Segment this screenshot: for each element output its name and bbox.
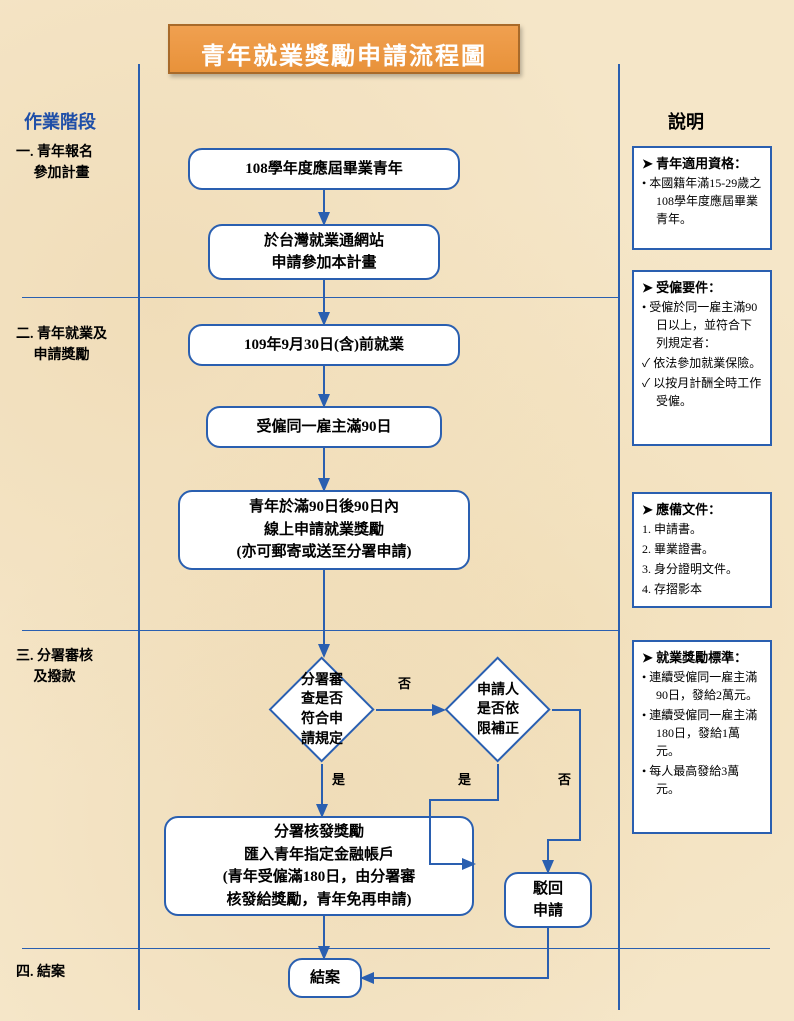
stage-label-3: 四. 結案 — [16, 962, 126, 983]
svg-text:是: 是 — [457, 772, 472, 787]
flow-node-n6: 分署核發獎勵匯入青年指定金融帳戶(青年受僱滿180日，由分署審核發給獎勵，青年免… — [164, 816, 474, 916]
stage-divider-1 — [22, 630, 618, 631]
info-box-0: ➤ 青年適用資格：• 本國籍年滿15-29歲之108學年度應屆畢業青年。 — [632, 146, 772, 250]
left-column-header: 作業階段 — [24, 108, 96, 134]
flow-node-n8: 結案 — [288, 958, 362, 998]
flow-node-n3: 109年9月30日(含)前就業 — [188, 324, 460, 366]
flowchart-canvas: 青年就業獎勵申請流程圖作業階段 說明一. 青年報名 參加計畫二. 青年就業及 申請… — [0, 0, 794, 1021]
flow-node-n1: 108學年度應屆畢業青年 — [188, 148, 460, 190]
flow-node-n7: 駁回申請 — [504, 872, 592, 928]
svg-text:是: 是 — [331, 772, 346, 787]
flow-node-n5: 青年於滿90日後90日內線上申請就業獎勵(亦可郵寄或送至分署申請) — [178, 490, 470, 570]
stage-label-1: 二. 青年就業及 申請獎勵 — [16, 324, 126, 366]
right-separator — [618, 64, 620, 1010]
decision-d1: 分署審查是否符合申請規定 — [269, 657, 375, 763]
flow-node-n2: 於台灣就業通網站申請參加本計畫 — [208, 224, 440, 280]
stage-label-2: 三. 分署審核 及撥款 — [16, 646, 126, 688]
svg-text:否: 否 — [397, 676, 411, 691]
svg-text:否: 否 — [557, 772, 571, 787]
chart-title: 青年就業獎勵申請流程圖 — [168, 24, 520, 74]
flow-node-n4: 受僱同一雇主滿90日 — [206, 406, 442, 448]
info-box-1: ➤ 受僱要件：• 受僱於同一雇主滿90日以上，並符合下列規定者：✓ 依法參加就業… — [632, 270, 772, 446]
info-box-3: ➤ 就業獎勵標準：• 連續受僱同一雇主滿90日，發給2萬元。• 連續受僱同一雇主… — [632, 640, 772, 834]
info-box-2: ➤ 應備文件：1. 申請書。2. 畢業證書。3. 身分證明文件。4. 存摺影本 — [632, 492, 772, 608]
decision-d2: 申請人是否依限補正 — [445, 657, 551, 763]
stage-divider-0 — [22, 297, 618, 298]
stage-label-0: 一. 青年報名 參加計畫 — [16, 142, 126, 184]
stage-divider-2 — [22, 948, 770, 949]
left-separator — [138, 64, 140, 1010]
right-column-header: 說明 — [668, 108, 704, 134]
